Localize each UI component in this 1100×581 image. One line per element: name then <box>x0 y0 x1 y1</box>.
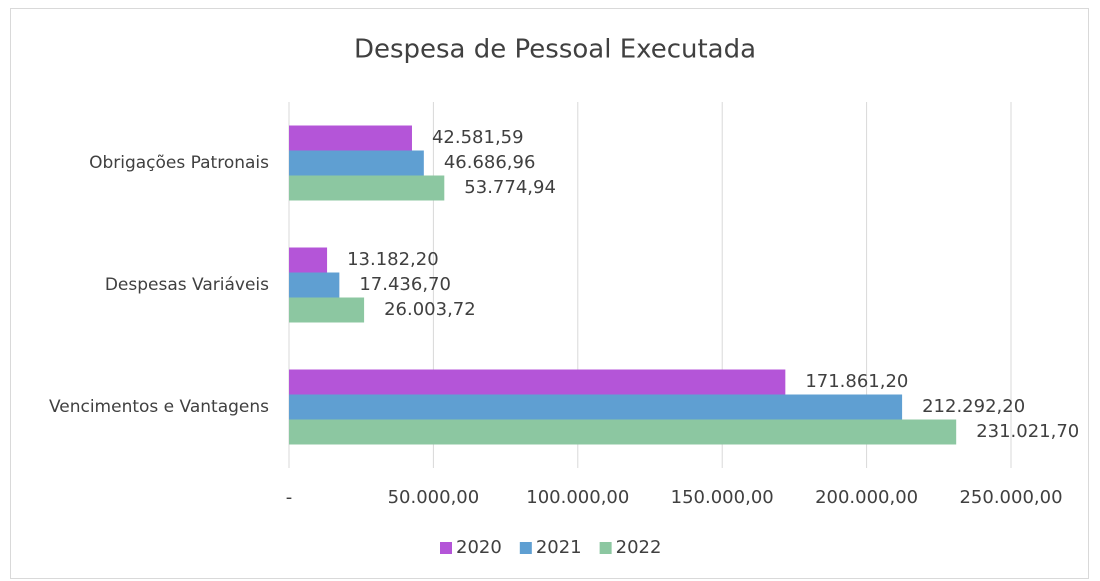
bar <box>289 394 903 420</box>
bar <box>289 419 957 445</box>
bar <box>289 369 786 395</box>
bar <box>289 175 445 201</box>
bar <box>289 247 328 273</box>
x-tick-label: 100.000,00 <box>526 487 629 508</box>
x-tick-label: 150.000,00 <box>671 487 774 508</box>
chart-title: Despesa de Pessoal Executada <box>354 35 756 65</box>
value-label: 231.021,70 <box>976 421 1079 442</box>
value-label: 13.182,20 <box>347 249 439 270</box>
value-label: 46.686,96 <box>444 152 536 173</box>
legend-swatch <box>440 542 452 554</box>
value-label: 26.003,72 <box>384 299 476 320</box>
legend-swatch <box>519 542 532 554</box>
y-tick-label: Despesas Variáveis <box>105 275 269 295</box>
bar <box>289 297 365 323</box>
x-tick-label: 250.000,00 <box>959 487 1062 508</box>
legend-label: 2020 <box>456 537 502 558</box>
legend-swatch <box>599 542 612 554</box>
value-label: 42.581,59 <box>432 127 524 148</box>
x-tick-label: - <box>286 487 293 508</box>
x-tick-label: 200.000,00 <box>815 487 918 508</box>
chart-border <box>10 8 1089 579</box>
bar <box>289 150 424 176</box>
x-tick-label: 50.000,00 <box>388 487 480 508</box>
value-label: 171.861,20 <box>805 371 908 392</box>
value-label: 17.436,70 <box>359 274 451 295</box>
value-label: 53.774,94 <box>464 177 556 198</box>
y-tick-label: Obrigações Patronais <box>89 153 269 173</box>
y-tick-label: Vencimentos e Vantagens <box>49 397 269 417</box>
legend-label: 2022 <box>616 537 662 558</box>
bar <box>289 125 412 151</box>
value-label: 212.292,20 <box>922 396 1025 417</box>
bar <box>289 272 340 298</box>
legend-label: 2021 <box>536 537 582 558</box>
